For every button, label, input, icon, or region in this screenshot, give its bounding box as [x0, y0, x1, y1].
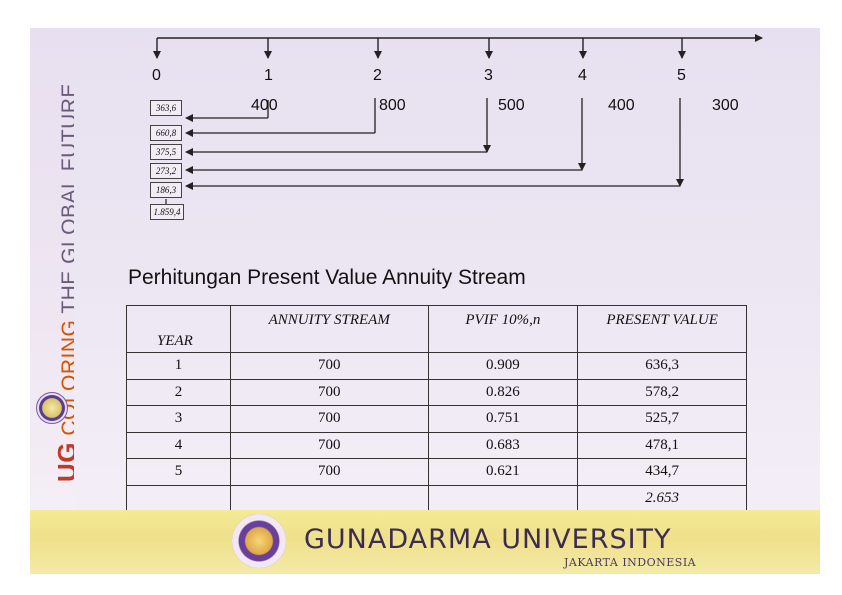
annuity-table: YEAR ANNUITY STREAM PVIF 10%,n PRESENT V…: [126, 305, 747, 514]
cell-present-value: 636,3: [577, 352, 747, 380]
cell-present-value: 434,7: [577, 458, 747, 486]
pv-box-4: 273,2: [150, 163, 182, 179]
cell-pvif: 0.909: [427, 352, 579, 380]
header-annuity: ANNUITY STREAM: [229, 305, 429, 353]
cash-flow-3: 500: [498, 97, 525, 114]
cell-pvif: 0.826: [427, 378, 579, 407]
cell-annuity: 700: [229, 405, 429, 433]
table-row: 4 700 0.683 478,1: [126, 431, 747, 460]
section-title: Perhitungan Present Value Annuity Stream: [128, 266, 526, 289]
table-header-row: YEAR ANNUITY STREAM PVIF 10%,n PRESENT V…: [126, 305, 747, 353]
cell-annuity: 700: [229, 431, 429, 460]
cell-pvif: 0.751: [427, 405, 579, 433]
period-label-4: 4: [578, 67, 587, 84]
footer-university-name: GUNADARMA UNIVERSITY: [304, 524, 672, 555]
gunadarma-seal-icon: [232, 514, 286, 568]
cell-year: 5: [126, 458, 231, 486]
cell-pvif: 0.683: [427, 431, 579, 460]
table-row: 3 700 0.751 525,7: [126, 405, 747, 433]
table-row: 1 700 0.909 636,3: [126, 352, 747, 380]
side-banner: [30, 28, 74, 510]
pv-box-5: 186,3: [150, 182, 182, 198]
pv-box-2: 660,8: [150, 125, 182, 141]
pv-box-total: 1.859,4: [150, 204, 184, 220]
header-pvif: PVIF 10%,n: [427, 305, 579, 353]
cash-flow-1: 400: [251, 97, 278, 114]
period-label-2: 2: [373, 67, 382, 84]
cell-year: 2: [126, 378, 231, 407]
cash-flow-4: 400: [608, 97, 635, 114]
pv-box-3: 375,5: [150, 144, 182, 160]
cell-empty: [229, 484, 429, 514]
pv-box-1: 363,6: [150, 100, 182, 116]
cash-flow-5: 300: [712, 97, 739, 114]
cell-present-value: 525,7: [577, 405, 747, 433]
period-label-0: 0: [152, 67, 161, 84]
period-label-3: 3: [484, 67, 493, 84]
cell-pvif: 0.621: [427, 458, 579, 486]
footer-band: [30, 510, 820, 574]
university-seal-icon: [36, 392, 68, 424]
cell-annuity: 700: [229, 458, 429, 486]
table-row: 2 700 0.826 578,2: [126, 378, 747, 407]
header-year: YEAR: [126, 305, 231, 353]
cell-present-value: 578,2: [577, 378, 747, 407]
cell-present-value: 478,1: [577, 431, 747, 460]
period-label-1: 1: [264, 67, 273, 84]
cell-year: 1: [126, 352, 231, 380]
cell-year: 3: [126, 405, 231, 433]
period-label-5: 5: [677, 67, 686, 84]
cash-flow-2: 800: [379, 97, 406, 114]
cell-year: 4: [126, 431, 231, 460]
footer-location: JAKARTA INDONESIA: [564, 556, 697, 569]
table-row: 5 700 0.621 434,7: [126, 458, 747, 486]
header-present-value: PRESENT VALUE: [577, 305, 747, 353]
cell-annuity: 700: [229, 378, 429, 407]
cell-annuity: 700: [229, 352, 429, 380]
